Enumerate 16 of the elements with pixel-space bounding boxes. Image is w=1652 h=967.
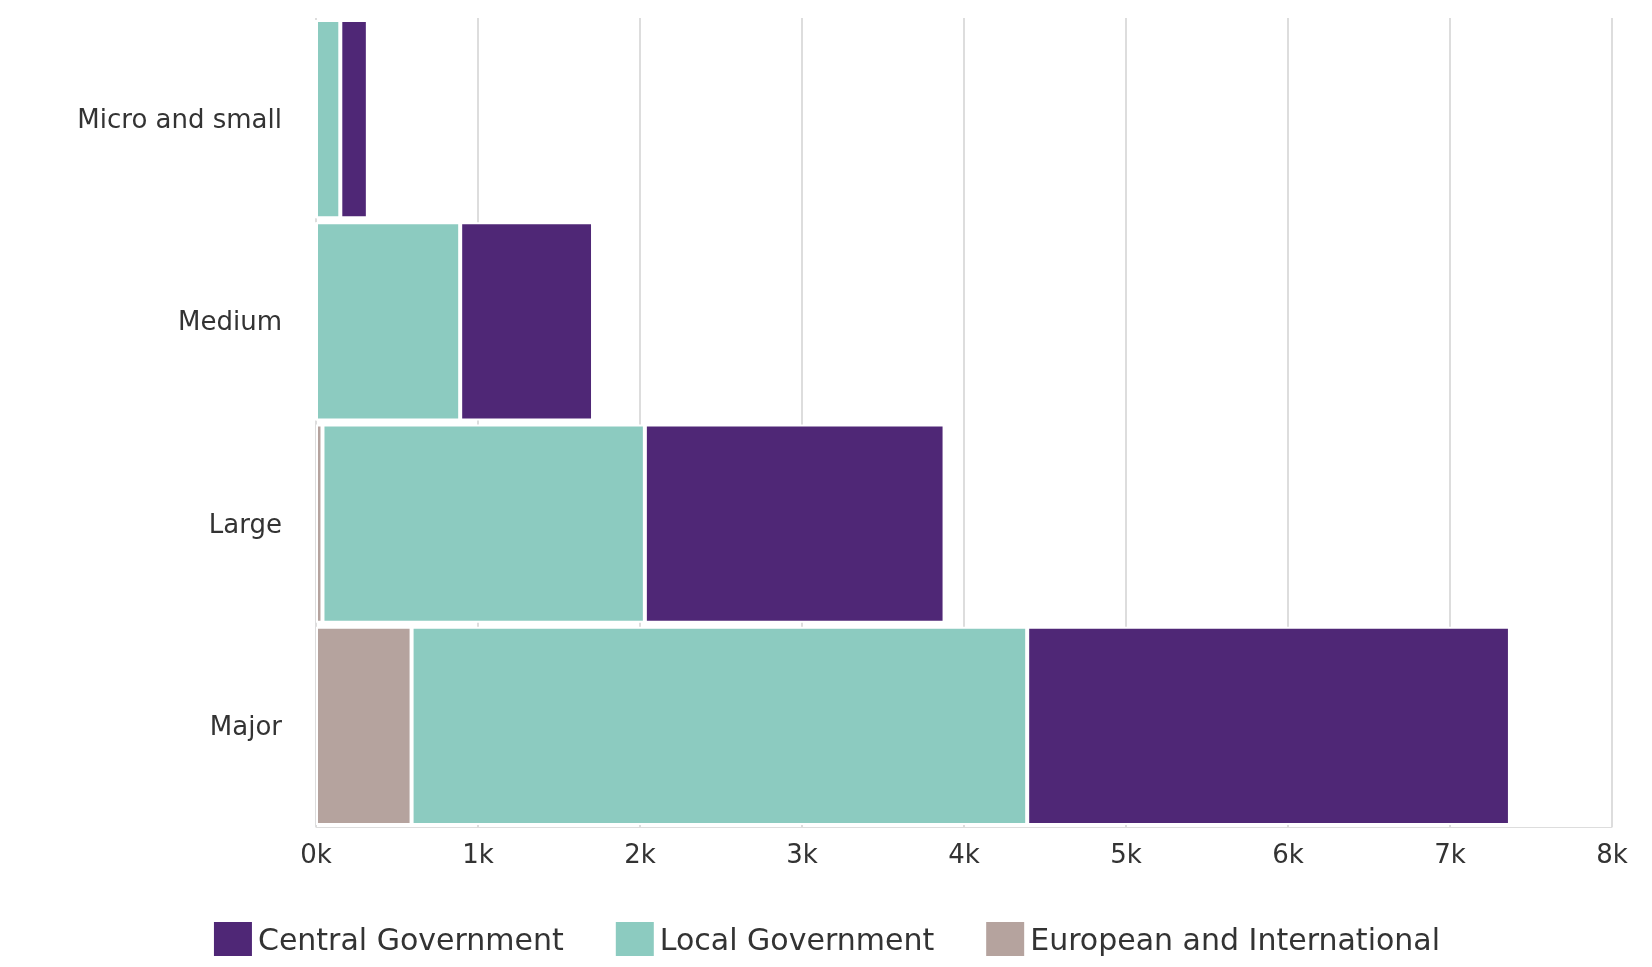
x-tick-label: 1k — [462, 839, 494, 869]
x-tick-label: 3k — [786, 839, 818, 869]
y-tick-label: Medium — [178, 306, 282, 337]
legend-label: Central Government — [257, 921, 565, 957]
y-tick-label: Large — [208, 508, 282, 539]
legend-label: Local Government — [659, 921, 935, 957]
x-tick-label: 4k — [948, 839, 980, 869]
x-tick-label: 5k — [1110, 839, 1142, 869]
x-tick-label: 0k — [300, 839, 332, 869]
y-tick-label: Major — [209, 710, 283, 741]
x-tick-label: 7k — [1434, 839, 1466, 869]
y-tick-label: Micro and small — [77, 104, 282, 135]
x-tick-label: 2k — [624, 839, 656, 869]
x-tick-label: 8k — [1596, 839, 1628, 869]
legend-label: European and International — [1030, 921, 1441, 957]
x-tick-label: 6k — [1272, 839, 1304, 869]
